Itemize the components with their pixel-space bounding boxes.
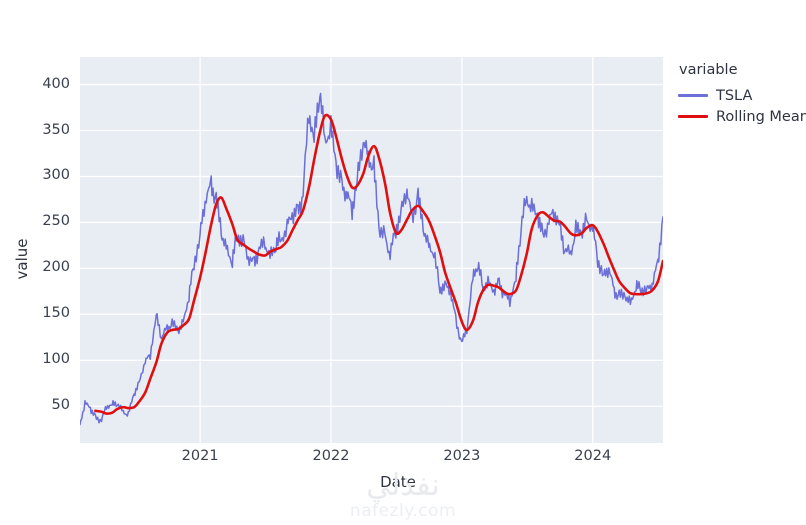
x-axis-tick-label: 2024 <box>574 448 612 464</box>
legend-entry-label: TSLA <box>716 87 753 104</box>
y-axis-tick-label: 100 <box>42 351 70 368</box>
y-axis-tick-label: 350 <box>42 121 70 138</box>
y-axis-title: value <box>13 238 31 280</box>
y-axis-tick-label: 400 <box>42 75 70 92</box>
series-lines <box>80 92 663 426</box>
plot-area <box>80 57 663 443</box>
x-axis-title-text: Date <box>380 473 416 491</box>
x-axis-tick-label: 2023 <box>443 448 481 464</box>
x-axis-tick-label: 2022 <box>312 448 350 464</box>
y-axis-tick-label: 250 <box>42 213 70 230</box>
legend-title: variable <box>679 62 738 78</box>
x-axis-tick-label: 2021 <box>181 448 219 464</box>
legend-entry[interactable]: Rolling Mean <box>678 106 806 127</box>
legend: variable TSLA Rolling Mean <box>678 62 806 127</box>
legend-entries: TSLA Rolling Mean <box>678 85 806 127</box>
legend-color-swatch <box>678 115 708 118</box>
y-axis-tick-label: 200 <box>42 259 70 276</box>
y-axis-tick-label: 300 <box>42 167 70 184</box>
x-axis-title: Date <box>0 473 806 491</box>
legend-entry-label: Rolling Mean <box>716 108 806 125</box>
y-axis-tick-label: 150 <box>42 305 70 322</box>
legend-entry[interactable]: TSLA <box>678 85 804 106</box>
watermark-latin-text: nafezly.com <box>349 500 457 521</box>
legend-color-swatch <box>678 94 708 97</box>
y-axis-tick-label: 50 <box>51 397 70 414</box>
grid-lines <box>80 57 663 443</box>
